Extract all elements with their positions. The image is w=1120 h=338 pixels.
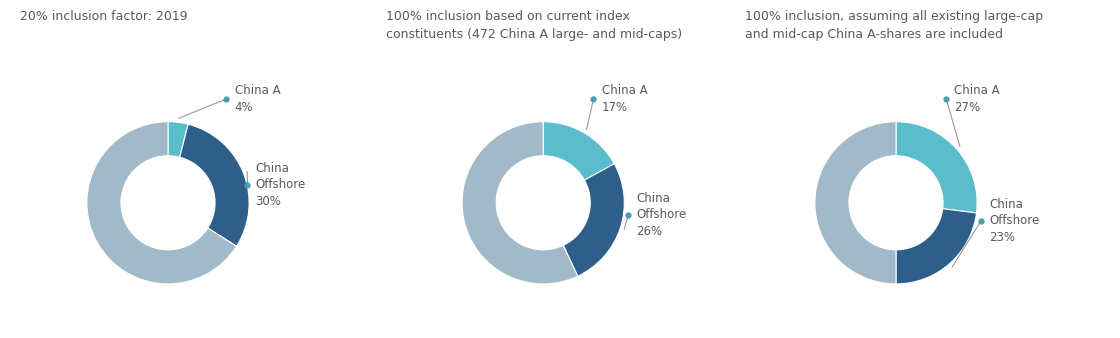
Wedge shape	[168, 122, 188, 157]
Text: China
Offshore
23%: China Offshore 23%	[989, 198, 1039, 244]
Wedge shape	[896, 209, 977, 284]
Text: China A
27%: China A 27%	[954, 84, 1000, 114]
Wedge shape	[179, 124, 249, 246]
Wedge shape	[87, 122, 236, 284]
Text: 20% inclusion factor: 2019: 20% inclusion factor: 2019	[20, 10, 188, 23]
Text: China A
17%: China A 17%	[601, 84, 647, 114]
Text: China A
4%: China A 4%	[234, 84, 280, 114]
Text: 100% inclusion based on current index
constituents (472 China A large- and mid-c: 100% inclusion based on current index co…	[386, 10, 682, 41]
Wedge shape	[563, 164, 624, 276]
Text: China
Offshore
26%: China Offshore 26%	[636, 192, 687, 238]
Wedge shape	[543, 122, 614, 180]
Wedge shape	[463, 122, 578, 284]
Wedge shape	[815, 122, 896, 284]
Text: China
Offshore
30%: China Offshore 30%	[255, 162, 306, 208]
Wedge shape	[896, 122, 977, 213]
Text: 100% inclusion, assuming all existing large-cap
and mid-cap China A-shares are i: 100% inclusion, assuming all existing la…	[745, 10, 1043, 41]
